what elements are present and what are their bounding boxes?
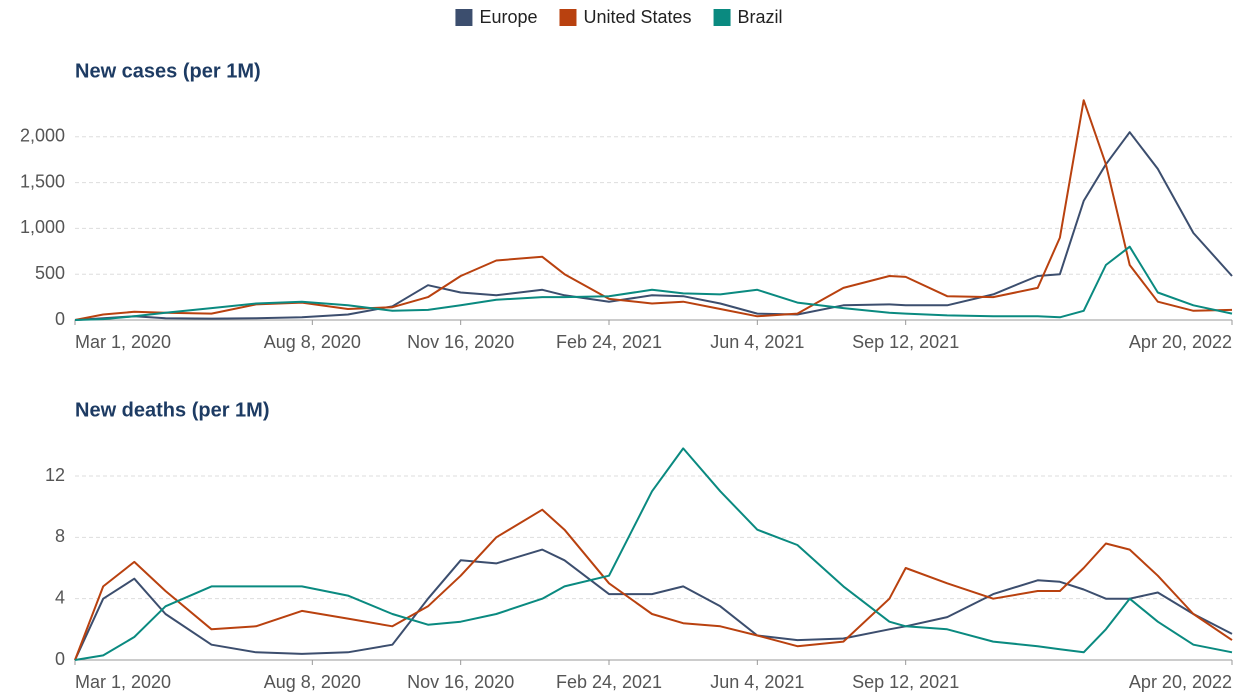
y-tick-label: 8 [55,526,65,546]
y-tick-label: 500 [35,263,65,283]
x-tick-label: Nov 16, 2020 [407,672,514,692]
x-tick-label: Jun 4, 2021 [710,672,804,692]
legend-label: United States [583,7,691,27]
x-tick-label: Aug 8, 2020 [264,332,361,352]
legend-label: Europe [479,7,537,27]
x-tick-label: Nov 16, 2020 [407,332,514,352]
legend-swatch [455,9,473,26]
y-tick-label: 12 [45,465,65,485]
x-tick-label: Aug 8, 2020 [264,672,361,692]
x-tick-label: Sep 12, 2021 [852,332,959,352]
x-tick-label: Mar 1, 2020 [75,672,171,692]
x-tick-label: Sep 12, 2021 [852,672,959,692]
chart-title: New cases (per 1M) [75,60,261,82]
legend-swatch [713,9,731,26]
series-line [74,131,1233,321]
y-tick-label: 1,000 [20,217,65,237]
x-tick-label: Jun 4, 2021 [710,332,804,352]
series-line [74,447,1233,661]
series-line [74,99,1233,321]
y-tick-label: 1,500 [20,171,65,191]
y-tick-label: 2,000 [20,126,65,146]
x-tick-label: Feb 24, 2021 [556,332,662,352]
x-tick-label: Feb 24, 2021 [556,672,662,692]
y-tick-label: 0 [55,309,65,329]
x-tick-label: Apr 20, 2022 [1129,672,1232,692]
y-tick-label: 4 [55,587,65,607]
chart-title: New deaths (per 1M) [75,399,269,421]
x-tick-label: Apr 20, 2022 [1129,332,1232,352]
legend-swatch [559,9,577,26]
series-line [74,245,1233,321]
legend-label: Brazil [738,7,783,27]
series-line [74,508,1233,661]
x-tick-label: Mar 1, 2020 [75,332,171,352]
y-tick-label: 0 [55,649,65,669]
series-line [74,548,1233,661]
